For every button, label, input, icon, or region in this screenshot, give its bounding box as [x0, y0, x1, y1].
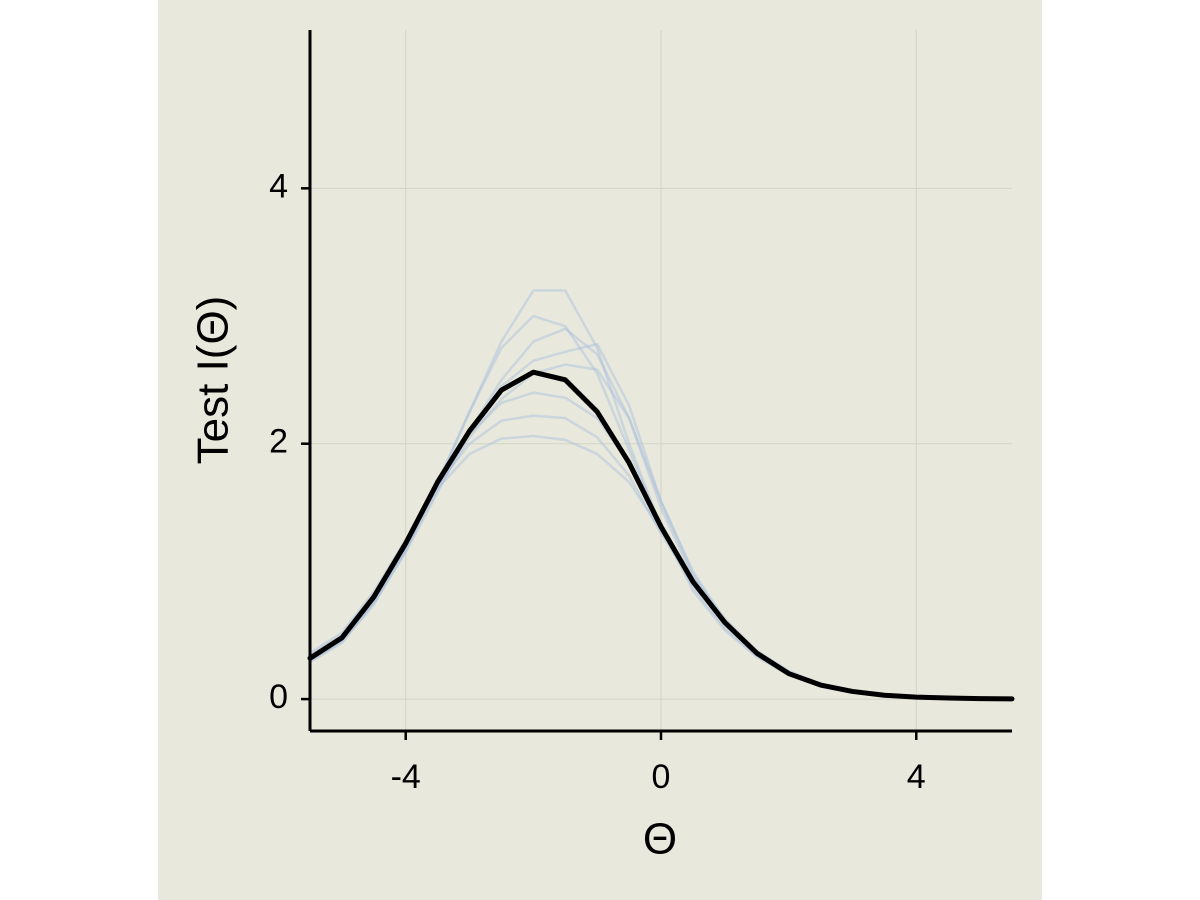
x-tick-label: 0	[652, 758, 671, 796]
mean-line	[307, 369, 1015, 702]
panel	[158, 0, 1042, 900]
x-axis-label: Θ	[643, 815, 677, 864]
y-axis-label: Test I(Θ)	[189, 296, 238, 465]
axes: -4 0 4 0 2 4	[269, 30, 1012, 796]
x-tick-label: 4	[907, 758, 926, 796]
y-tick-label: 0	[269, 678, 288, 716]
grid	[310, 30, 1012, 731]
x-tick-label: -4	[391, 758, 421, 796]
y-tick-label: 4	[269, 167, 288, 205]
curves	[307, 289, 1015, 702]
y-tick-label: 2	[269, 423, 288, 461]
